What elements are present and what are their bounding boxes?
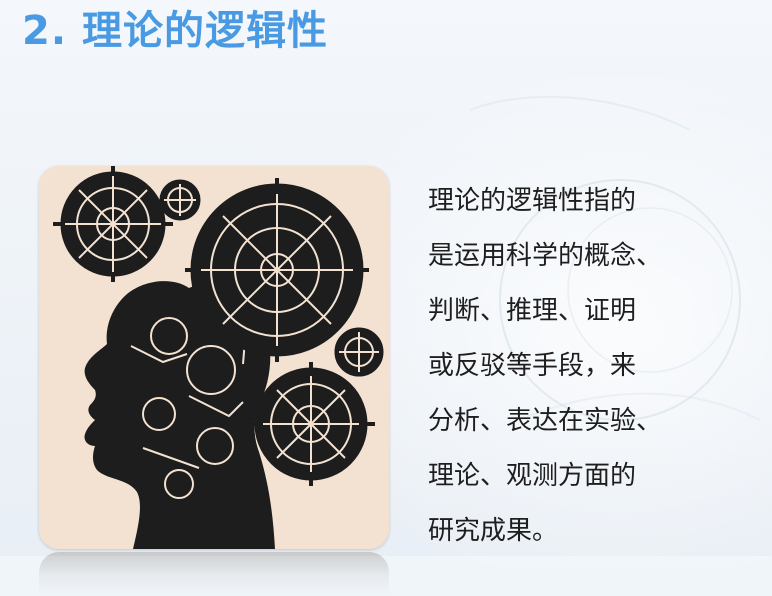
gear-head-image: [39, 166, 389, 549]
body-line: 理论的逻辑性指的: [428, 186, 637, 216]
body-line: 理论、观测方面的: [428, 461, 637, 491]
gear-head-icon: [39, 166, 389, 549]
slide-title: 2. 理论的逻辑性: [22, 8, 328, 54]
image-reflection: [39, 552, 389, 596]
body-line: 分析、表达在实验、: [428, 406, 663, 436]
body-line: 是运用科学的概念、: [428, 241, 663, 271]
body-line: 研究成果。: [428, 516, 559, 546]
body-text: 理论的逻辑性指的 是运用科学的概念、 判断、推理、证明 或反驳等手段，来 分析、…: [428, 174, 758, 559]
body-line: 或反驳等手段，来: [428, 351, 637, 381]
body-line: 判断、推理、证明: [428, 296, 637, 326]
